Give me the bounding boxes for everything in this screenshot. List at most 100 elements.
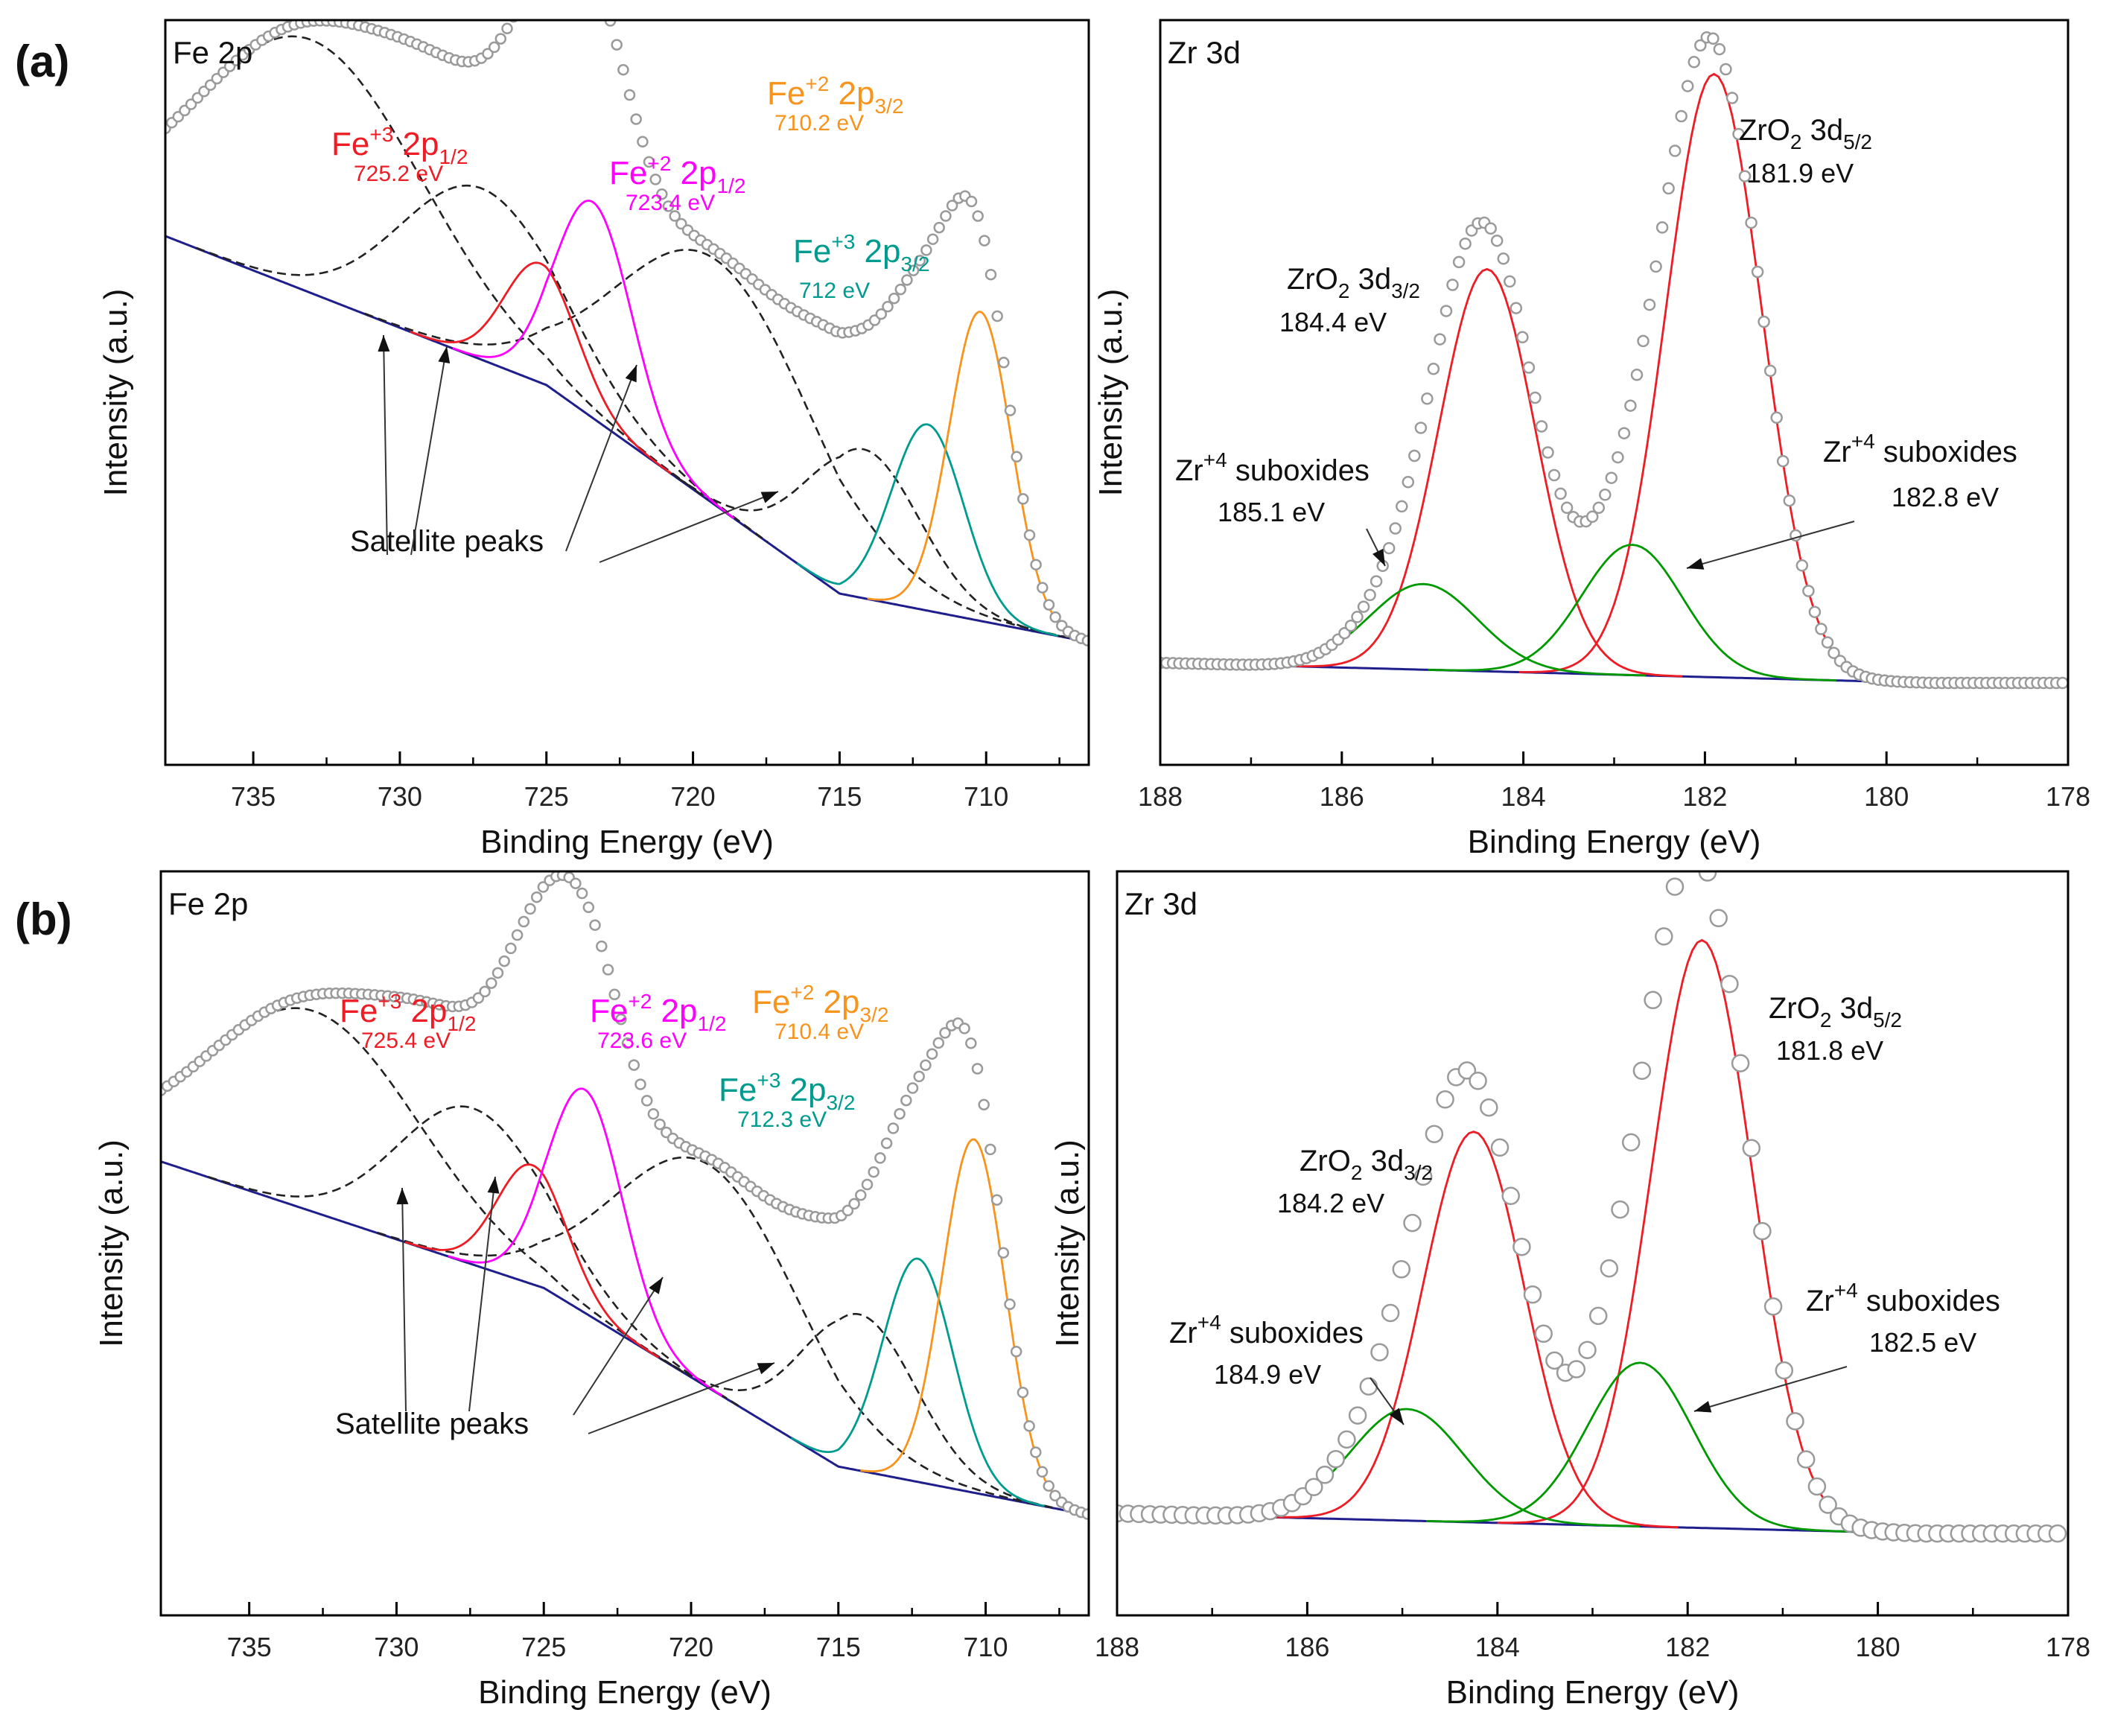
data-point: [1522, 361, 1536, 374]
data-point: [1821, 636, 1834, 649]
satellite-peak-2: [195, 184, 769, 544]
data-point: [932, 1037, 945, 1049]
data-point: [1351, 611, 1364, 623]
data-point: [880, 1137, 893, 1149]
data-point: [1542, 446, 1554, 459]
x-tick-label: 184: [1475, 1632, 1520, 1662]
x-tick-label: 184: [1501, 781, 1546, 812]
data-point: [978, 1098, 990, 1111]
data-point: [1434, 333, 1446, 346]
x-tick-label: 725: [521, 1632, 566, 1662]
satellite-peak-3: [364, 249, 1069, 639]
data-point: [1592, 501, 1606, 515]
peak-line-2: [448, 1087, 723, 1397]
data-point: [1403, 1213, 1422, 1233]
peak-line-4: [1425, 1361, 1854, 1533]
annotation-arrow: [468, 1176, 496, 1412]
data-point: [1763, 1297, 1783, 1316]
data-point: [1457, 1061, 1477, 1080]
data-point: [972, 210, 984, 222]
data-point: [1396, 500, 1408, 513]
x-tick-label: 186: [1285, 1632, 1329, 1662]
chart-a-fe: 735 730 725 720 715 710 Binding Energy (eV) Int…: [98, 19, 1090, 860]
peak-label-1: Fe+3 2p1/2: [331, 123, 468, 168]
data-point: [1795, 559, 1809, 572]
data-point: [914, 255, 926, 267]
data-point: [1828, 646, 1840, 659]
data-point: [498, 955, 510, 967]
peak-label-4: Zr+4 suboxides: [1806, 1279, 2000, 1317]
data-point: [984, 1143, 996, 1156]
arrow-head: [487, 1177, 500, 1194]
data-point: [1469, 1072, 1487, 1090]
annotation-arrow: [1693, 1366, 1848, 1412]
data-point: [1512, 1237, 1531, 1256]
data-point: [1037, 582, 1049, 594]
plot-area: [161, 871, 1089, 1520]
peak-energy-4: 710.4 eV: [774, 1020, 864, 1044]
peak-label-3: Zr+4 suboxides: [1169, 1311, 1364, 1349]
data-point: [486, 977, 497, 989]
peak-line-3: [1250, 1408, 1641, 1527]
data-point: [965, 195, 978, 208]
data-point: [501, 22, 513, 35]
data-point: [1043, 1480, 1054, 1492]
annotation-arrow: [383, 334, 388, 556]
plot-frame: [164, 19, 1090, 766]
x-tick-label: 730: [378, 781, 422, 812]
arrow-head: [1372, 548, 1385, 566]
peak-label-1: ZrO2 3d3/2: [1287, 263, 1420, 302]
data-point: [530, 891, 543, 903]
data-point: [1545, 1351, 1564, 1370]
data-point: [1370, 1343, 1389, 1361]
satellite-annotation: Satellite peaks: [350, 525, 544, 558]
data-point: [488, 41, 500, 54]
data-point: [602, 964, 614, 976]
data-point: [1776, 454, 1790, 468]
data-point: [1413, 1167, 1433, 1186]
data-point: [1681, 80, 1694, 92]
peak-energy-3: 712 eV: [799, 279, 870, 303]
data-point: [2056, 676, 2068, 690]
peak-label-4: Fe+2 2p3/2: [752, 981, 888, 1026]
peak-line-3: [796, 423, 1058, 637]
data-point: [1516, 331, 1529, 344]
data-point: [1560, 501, 1574, 515]
data-point: [868, 1166, 879, 1178]
data-point: [1023, 1420, 1035, 1432]
data-point: [1650, 260, 1662, 273]
data-point: [1459, 237, 1472, 250]
x-tick-label: 186: [1320, 781, 1364, 812]
annotation-arrow: [599, 491, 779, 563]
data-point: [991, 310, 1003, 322]
data-point: [1010, 1346, 1022, 1358]
data-point: [608, 988, 620, 1001]
peak-energy-3: 185.1 eV: [1218, 497, 1325, 527]
satellite-peak-1: [161, 1007, 690, 1377]
peak-energy-1: 725.4 eV: [361, 1028, 451, 1053]
data-point: [1668, 144, 1682, 157]
peak-label-3: Fe+3 2p3/2: [793, 230, 929, 276]
peak-label-3: Fe+3 2p3/2: [719, 1069, 855, 1114]
chart-title: Fe 2p: [168, 886, 248, 921]
data-point: [1808, 605, 1822, 618]
x-tick-label: 710: [964, 781, 1008, 812]
data-point: [1414, 422, 1428, 434]
peak-label-3: Zr+4 suboxides: [1175, 448, 1370, 487]
x-tick-label: 720: [671, 781, 716, 812]
data-point: [611, 39, 623, 51]
data-point: [1081, 1508, 1089, 1520]
data-point: [1738, 170, 1752, 182]
data-point: [1731, 1054, 1750, 1072]
data-point: [1786, 1412, 1804, 1431]
data-point: [1535, 420, 1548, 433]
data-point: [1694, 39, 1707, 52]
data-point: [1017, 1386, 1029, 1399]
satellite-peak-4: [659, 1313, 1058, 1510]
data-point: [643, 156, 655, 168]
peak-label-2: ZrO2 3d5/2: [1739, 114, 1872, 153]
data-point: [1611, 1200, 1629, 1219]
peak-label-4: Zr+4 suboxides: [1823, 430, 2017, 468]
peak-energy-2: 181.8 eV: [1776, 1035, 1883, 1066]
peak-line-4: [867, 311, 1089, 643]
